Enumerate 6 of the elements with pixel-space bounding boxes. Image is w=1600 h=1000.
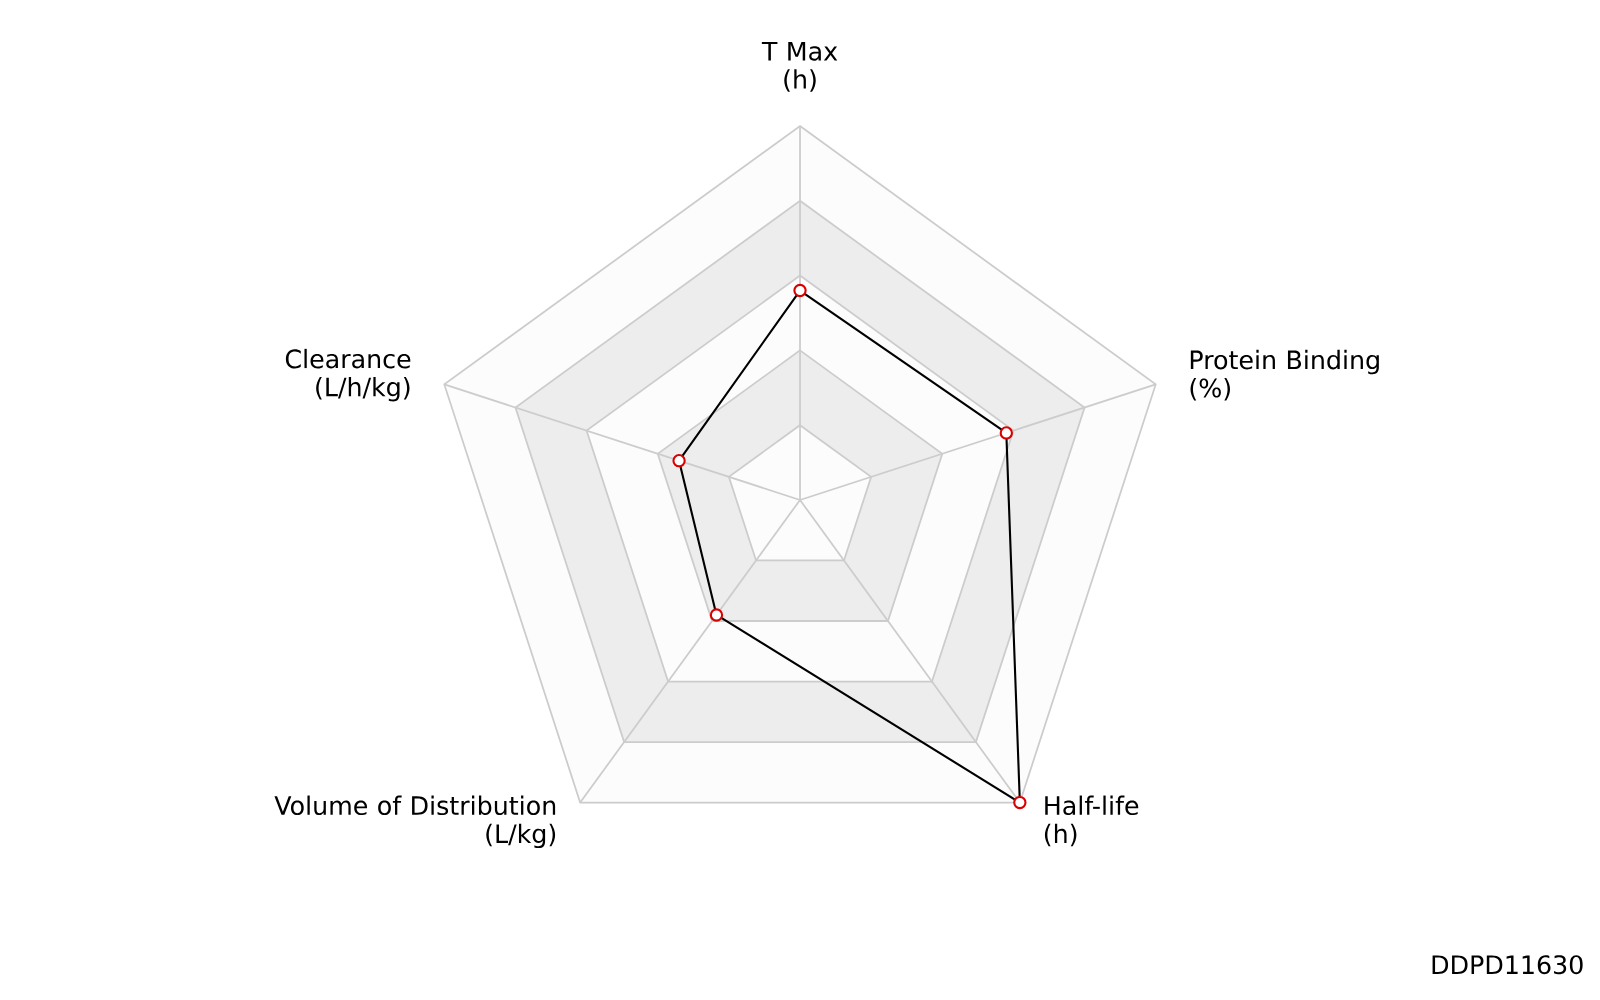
spoke-label: Volume of Distribution (L/kg) (274, 795, 556, 849)
spoke-label: Half-life (h) (1044, 795, 1139, 847)
text: DDPD11630 (1432, 955, 1583, 975)
spoke-label: Protein Binding (%) (1190, 349, 1379, 401)
spoke-label: Clearance (L/h/kg) (285, 348, 411, 402)
spoke-label: T Max (h) (761, 41, 838, 92)
